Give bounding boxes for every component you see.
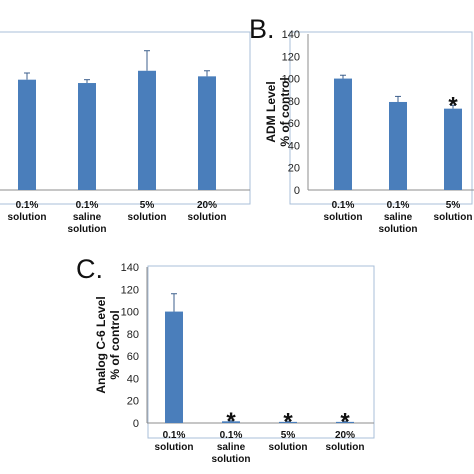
y-axis-title: ADM Level% of control <box>264 77 292 146</box>
category-label-line: saline <box>384 212 413 223</box>
category-label-line: 0.1% <box>220 430 243 441</box>
category-label-line: solution <box>326 442 365 453</box>
bar <box>138 71 156 190</box>
category-label: 5% solution <box>128 200 167 223</box>
error-bar <box>171 294 177 312</box>
error-bar <box>24 73 30 80</box>
bar <box>18 80 36 190</box>
panel-label: C. <box>76 254 103 284</box>
error-bar <box>144 51 150 71</box>
y-axis-title-line: % of control <box>278 77 292 146</box>
bar <box>334 79 352 190</box>
y-tick-label: 140 <box>282 29 300 41</box>
y-tick-label: 0 <box>133 418 139 430</box>
panel-c-chart: 0 20 40 60 80 100 120 140 C. Analog C-6 Level% of… <box>76 254 374 465</box>
y-tick-label: 60 <box>127 351 139 363</box>
category-label-line: solution <box>212 454 251 465</box>
y-axis-title-line: ADM Level <box>264 81 278 142</box>
category-label-line: solution <box>269 442 308 453</box>
category-label: 0.1% saline solution <box>212 430 251 465</box>
y-axis-title-line: Analog C-6 Level <box>94 296 108 393</box>
category-label-line: 5% <box>281 430 296 441</box>
bar <box>198 76 216 190</box>
error-bar <box>84 80 90 83</box>
category-label-line: solution <box>434 212 473 223</box>
category-label: 0.1% solution <box>155 430 194 453</box>
bar <box>389 102 407 190</box>
y-tick-label: 80 <box>127 329 139 341</box>
y-tick-label: 20 <box>127 396 139 408</box>
category-label-line: 0.1% <box>16 200 39 211</box>
y-tick-label: 140 <box>121 262 139 274</box>
category-label-line: 0.1% <box>163 430 186 441</box>
category-label: 5% solution <box>434 200 473 223</box>
category-label-line: 0.1% <box>387 200 410 211</box>
category-label-line: solution <box>155 442 194 453</box>
category-label-line: 5% <box>140 200 155 211</box>
category-label-line: solution <box>379 224 418 235</box>
panel-label: B. <box>249 14 275 44</box>
category-label: 20% solution <box>188 200 227 223</box>
bar <box>165 312 183 423</box>
category-label-line: 20% <box>197 200 217 211</box>
category-label-line: 20% <box>335 430 355 441</box>
category-label-line: solution <box>8 212 47 223</box>
y-axis-title-line: % of control <box>108 310 122 379</box>
error-bar <box>395 96 401 102</box>
category-label-line: solution <box>324 212 363 223</box>
category-label-line: saline <box>217 442 246 453</box>
significance-marker: * <box>448 92 458 119</box>
category-label: 5% solution <box>269 430 308 453</box>
bar <box>78 83 96 190</box>
category-label-line: 5% <box>446 200 461 211</box>
category-label-line: solution <box>188 212 227 223</box>
category-label-line: saline <box>73 212 102 223</box>
y-tick-label: 20 <box>288 163 300 175</box>
y-tick-label: 120 <box>282 51 300 63</box>
category-label: 0.1% saline solution <box>68 200 107 235</box>
y-tick-label: 100 <box>121 307 139 319</box>
category-label: 0.1% solution <box>8 200 47 223</box>
category-label-line: 0.1% <box>76 200 99 211</box>
error-bar <box>340 75 346 78</box>
category-label-line: solution <box>68 224 107 235</box>
bar <box>444 109 462 190</box>
y-axis-title: Analog C-6 Level% of control <box>94 296 122 393</box>
y-tick-label: 120 <box>121 284 139 296</box>
category-label-line: solution <box>128 212 167 223</box>
y-tick-label: 0 <box>294 185 300 197</box>
category-label-line: 0.1% <box>332 200 355 211</box>
category-label: 20% solution <box>326 430 365 453</box>
category-label: 0.1% solution <box>324 200 363 223</box>
category-label: 0.1% saline solution <box>379 200 418 235</box>
y-tick-label: 40 <box>127 373 139 385</box>
error-bar <box>204 71 210 77</box>
